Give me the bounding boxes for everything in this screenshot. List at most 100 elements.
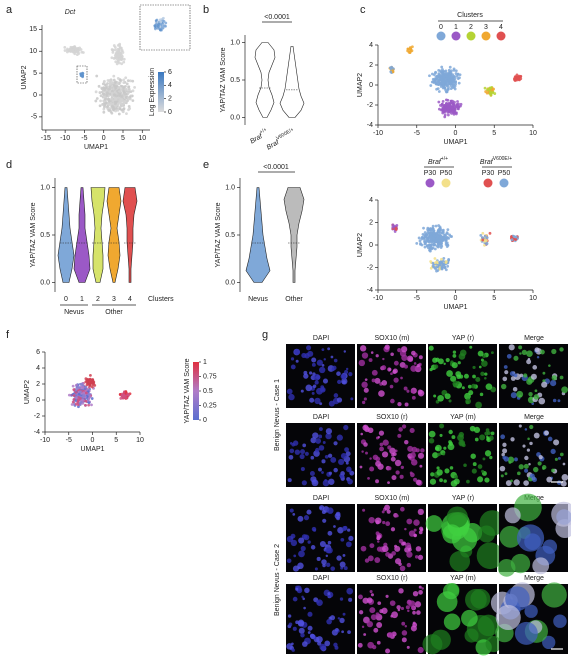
cell: [475, 401, 482, 409]
cell: [485, 383, 493, 391]
colorbar-tick-label: 0.5: [203, 388, 213, 395]
cell: [456, 381, 460, 384]
cell: [286, 558, 292, 564]
cell: [413, 519, 420, 526]
cell: [405, 542, 412, 549]
cell: [290, 357, 295, 361]
cell: [315, 447, 320, 453]
cell: [404, 439, 409, 445]
cell: [453, 478, 460, 485]
cell: [472, 462, 477, 467]
cell: [292, 513, 296, 516]
cell: [482, 457, 486, 461]
x-axis-label: UMAP1: [80, 446, 104, 453]
cell-dot: [391, 225, 395, 229]
y-axis-label: UMAP2: [24, 380, 31, 404]
cell: [342, 525, 348, 532]
cell: [290, 364, 296, 370]
genotype-label: Braf+/+: [248, 127, 270, 145]
cell-dot: [438, 262, 442, 266]
cell: [312, 384, 317, 388]
x-tick-label: Nevus: [248, 296, 268, 303]
cell: [417, 389, 423, 395]
cell: [317, 641, 322, 646]
cell: [301, 480, 307, 486]
cell-dot: [440, 79, 444, 83]
cell: [322, 378, 328, 384]
cell-dot: [445, 74, 448, 78]
cell: [318, 445, 325, 451]
cell-dot: [115, 94, 118, 98]
cell: [485, 635, 502, 653]
p-value: <0.0001: [264, 14, 290, 21]
cell: [327, 347, 331, 351]
cell: [309, 471, 315, 476]
cell: [325, 562, 331, 568]
cell-dot: [452, 75, 456, 79]
cell: [299, 453, 305, 460]
cell: [471, 383, 477, 389]
cell-dot: [79, 48, 83, 51]
cell: [303, 373, 309, 379]
cell-dot: [446, 108, 450, 112]
cell: [458, 431, 465, 438]
cell-dot: [446, 113, 450, 117]
cell-dot: [108, 90, 112, 94]
legend-label: P30: [424, 170, 437, 177]
cell: [400, 506, 405, 512]
cell: [514, 493, 542, 522]
cell-dot: [443, 265, 447, 269]
cell-dot: [438, 236, 442, 240]
x-tick-label: 0: [454, 295, 458, 302]
cell: [390, 372, 393, 376]
cell: [333, 358, 338, 363]
cell: [437, 394, 444, 402]
y-tick-label: 6: [36, 349, 40, 356]
cell-dot: [127, 104, 131, 108]
cell-dot: [419, 242, 422, 245]
cell: [503, 365, 508, 369]
panel-letter: g: [262, 329, 268, 341]
cell: [390, 398, 395, 404]
cell-dot: [114, 60, 118, 64]
cell: [416, 364, 420, 368]
cell: [370, 614, 377, 621]
cell: [553, 439, 560, 446]
genotype-label: BrafV600E/+: [480, 156, 512, 166]
cell-dot: [459, 102, 463, 106]
cell: [401, 630, 408, 636]
cell-dot: [103, 97, 107, 101]
violin: [122, 187, 138, 283]
cell-dot: [452, 86, 456, 89]
cell: [398, 427, 403, 432]
cell: [375, 520, 380, 525]
cell: [396, 605, 401, 610]
cell-dot: [452, 78, 455, 82]
cell: [474, 437, 479, 442]
cell: [369, 466, 375, 472]
cell: [446, 506, 468, 528]
colorbar-tick-label: 0: [203, 417, 207, 424]
violin: [245, 187, 271, 283]
cell-dot: [76, 399, 80, 403]
x-tick-label: 4: [128, 296, 132, 303]
cell-dot: [106, 105, 109, 108]
cell: [358, 359, 366, 367]
cell: [508, 460, 512, 464]
cell: [522, 444, 526, 448]
colorbar-tick-label: 0.25: [203, 402, 217, 409]
cell-dot: [516, 76, 519, 80]
cell: [321, 364, 325, 367]
cell-dot: [117, 49, 120, 53]
colorbar-tick-label: 0.75: [203, 373, 217, 380]
cell: [288, 622, 293, 627]
cell-dot: [408, 47, 412, 51]
cell: [480, 371, 485, 376]
cell-dot: [454, 72, 458, 75]
cell: [477, 464, 483, 469]
x-axis-label: UMAP1: [84, 144, 108, 151]
micrograph: [286, 504, 355, 572]
cell-dot: [429, 227, 433, 231]
cell-dot: [488, 231, 492, 235]
